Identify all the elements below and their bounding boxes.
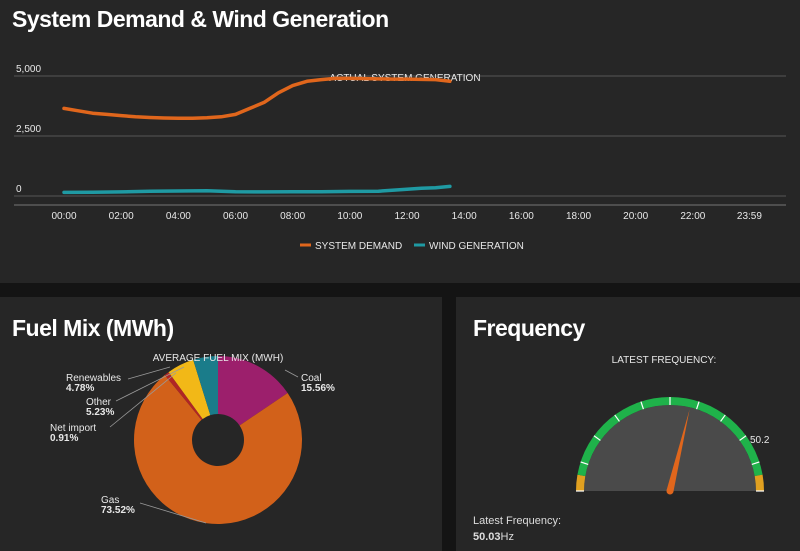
x-tick-label: 18:00 [566, 211, 591, 222]
pie-slice-net-import [164, 372, 203, 420]
gauge-needle-hub [666, 487, 674, 495]
pie-label-name: Coal [301, 373, 322, 384]
x-tick-label: 00:00 [51, 211, 76, 222]
y-tick-label: 0 [16, 184, 22, 195]
x-tick-label: 20:00 [623, 211, 648, 222]
pie-title: AVERAGE FUEL MIX (MWH) [153, 353, 284, 364]
pie-label-value: 15.56% [301, 383, 335, 394]
gauge-max-label: 50.2 [750, 435, 770, 446]
gauge-tick [614, 414, 620, 422]
latest-frequency-readout: 50.03Hz [473, 531, 514, 543]
frequency-panel: Frequency LATEST FREQUENCY: 50.2 Latest F… [456, 297, 800, 551]
pie-leader-line [284, 369, 299, 378]
gauge-tick [696, 401, 700, 410]
x-tick-label: 16:00 [509, 211, 534, 222]
gauge-title: LATEST FREQUENCY: [612, 355, 717, 366]
pie-label-name: Net import [50, 423, 96, 434]
gauge-band-low [576, 474, 586, 491]
gauge-needle [666, 409, 690, 492]
x-tick-label: 08:00 [280, 211, 305, 222]
pie-label-value: 0.91% [50, 433, 78, 444]
pie-leader-line [115, 366, 185, 402]
gauge-tick [720, 414, 726, 422]
pie-label-name: Other [86, 397, 112, 408]
pie-leader-line [109, 372, 177, 428]
gauge-tick [640, 401, 644, 410]
pie-slice-gas [134, 375, 302, 524]
demand-chart: 0 2,500 5,000 00:00 02:00 04:00 06:00 08:00 10:0… [14, 64, 786, 252]
demand-panel: System Demand & Wind Generation 0 2,500 5,… [0, 0, 800, 283]
series-line-system-demand [62, 76, 452, 120]
pie-leader-line [127, 366, 171, 380]
x-tick-label: 10:00 [337, 211, 362, 222]
latest-frequency-label: Latest Frequency: [473, 515, 562, 527]
gauge-tick [580, 461, 589, 465]
pie-label-value: 5.23% [86, 407, 114, 418]
pie-slice-coal [218, 356, 288, 426]
x-tick-label: 22:00 [680, 211, 705, 222]
fuel-mix-title: Fuel Mix (MWh) [12, 315, 174, 341]
pie-label-name: Renewables [66, 373, 121, 384]
latest-frequency-value: 50.03 [473, 531, 501, 543]
x-tick-label: 02:00 [109, 211, 134, 222]
y-tick-label: 5,000 [16, 64, 41, 75]
frequency-title: Frequency [473, 315, 585, 341]
gauge-tick [751, 461, 760, 465]
x-tick-label: 14:00 [452, 211, 477, 222]
fuel-mix-panel: Fuel Mix (MWh) AVERAGE FUEL MIX (MWH) Coa… [0, 297, 442, 551]
legend-label: WIND GENERATION [429, 241, 524, 252]
x-tick-label: 12:00 [394, 211, 419, 222]
pie-slice-other [168, 359, 211, 419]
gauge-band-high [754, 474, 764, 491]
series-line-wind-generation [62, 184, 452, 195]
pie-leader-line [139, 502, 207, 524]
gauge-tick [593, 435, 601, 441]
legend-label: SYSTEM DEMAND [315, 241, 402, 252]
frequency-gauge: LATEST FREQUENCY: 50.2 [576, 355, 770, 495]
x-tick-label: 04:00 [166, 211, 191, 222]
demand-panel-title: System Demand & Wind Generation [12, 6, 389, 32]
pie-label-name: Gas [101, 495, 119, 506]
y-tick-label: 2,500 [16, 124, 41, 135]
gauge-face [584, 405, 756, 491]
x-tick-label: 23:59 [737, 211, 762, 222]
pie-label-value: 4.78% [66, 383, 94, 394]
pie-label-value: 73.52% [101, 505, 135, 516]
x-tick-label: 06:00 [223, 211, 248, 222]
gauge-band-normal [577, 397, 763, 477]
latest-frequency-unit: Hz [500, 531, 514, 543]
pie-slice-renewables [193, 356, 218, 416]
gauge-tick [739, 435, 747, 441]
